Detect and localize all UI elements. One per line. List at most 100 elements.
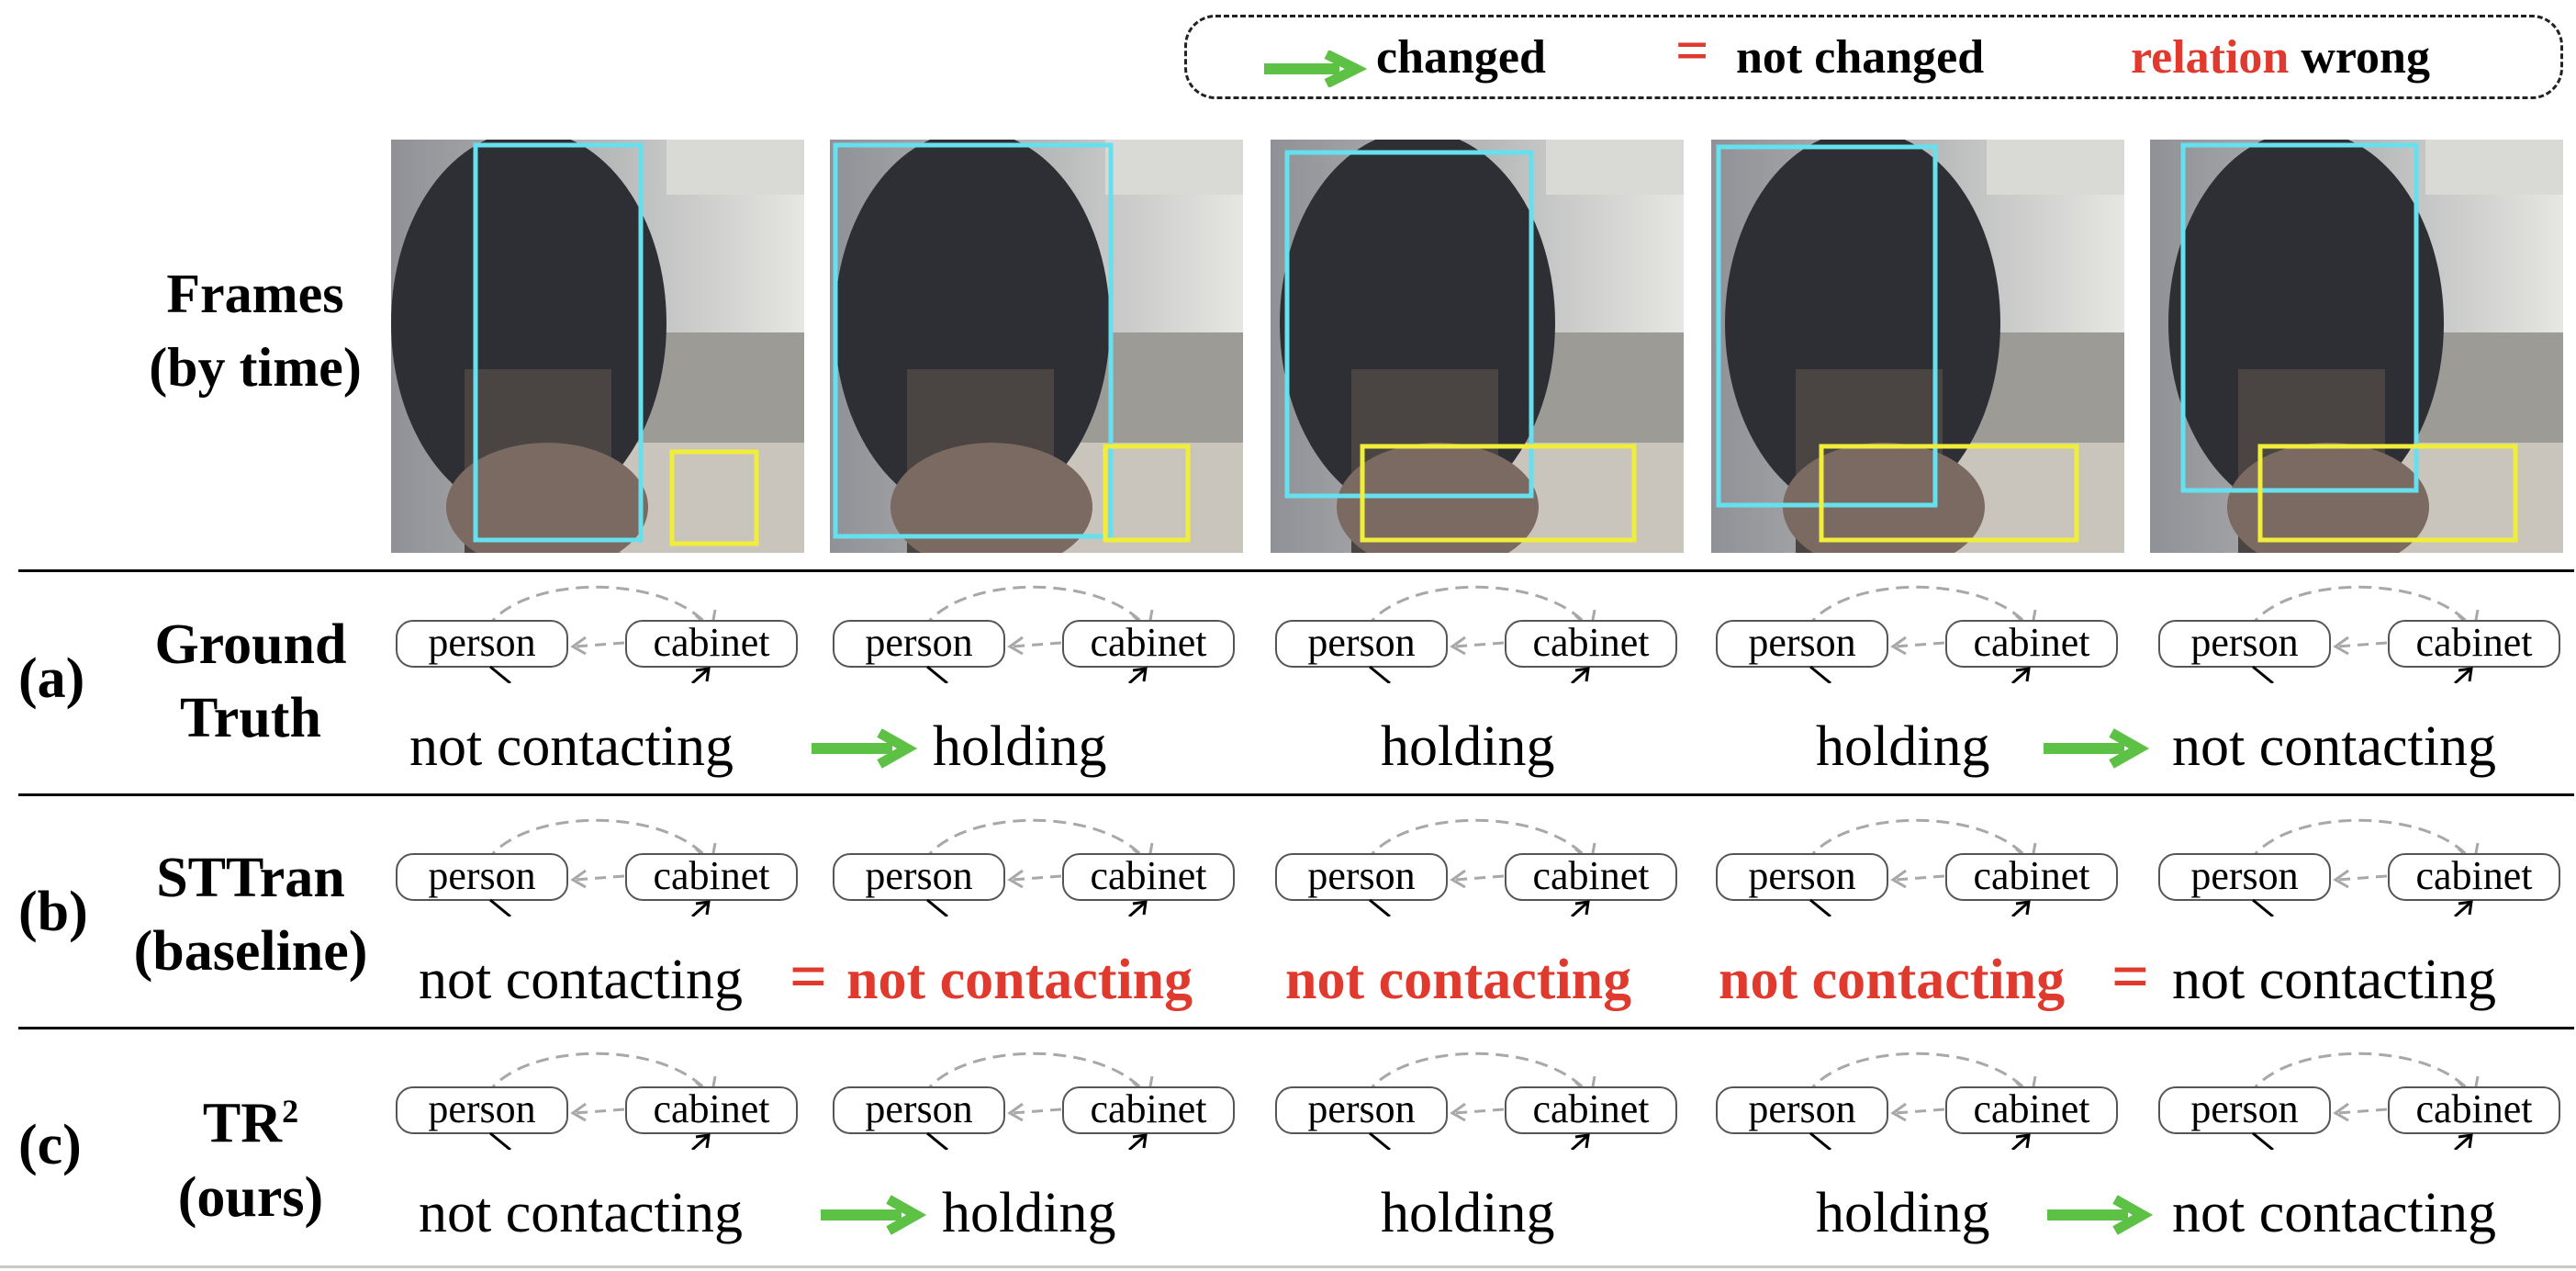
svg-text:person: person [2190, 620, 2298, 665]
legend-box: changed = not changed relation wrong [1184, 15, 2563, 99]
relation-label-2: holding [942, 1182, 1116, 1244]
cabinet-node: cabinet [2388, 1086, 2560, 1134]
svg-text:person: person [865, 620, 972, 665]
svg-text:person: person [2190, 853, 2298, 898]
not-changed-equals-icon: = [790, 939, 828, 1013]
legend-wrong-word: wrong [2301, 31, 2430, 84]
scene-graph-2-3: person cabinet [1716, 1052, 2118, 1150]
scene-graph-0-1: person cabinet [833, 585, 1235, 683]
relation-label-5: not contacting [2172, 715, 2496, 778]
changed-arrow-icon [821, 1195, 927, 1235]
row-letter-b: (b) [18, 881, 88, 943]
cabinet-node: cabinet [1945, 853, 2118, 901]
scene-graph-2-0: person cabinet [396, 1052, 798, 1150]
svg-text:cabinet: cabinet [1532, 620, 1649, 665]
relation-label-4: holding [1816, 1182, 1990, 1244]
person-node: person [833, 1086, 1005, 1134]
svg-text:cabinet: cabinet [1090, 620, 1206, 665]
row-label-superscript: 2 [282, 1093, 299, 1130]
person-bbox [833, 142, 1114, 539]
person-bbox [473, 142, 644, 543]
changed-arrow-icon [1264, 51, 1368, 87]
cabinet-node: cabinet [1505, 853, 1677, 901]
svg-text:person: person [865, 1086, 972, 1131]
person-node: person [2158, 853, 2331, 901]
person-node: person [1275, 620, 1448, 668]
legend-relation-wrong: relation wrong [2131, 30, 2430, 85]
scene-graph-1-3: person cabinet [1716, 818, 2118, 917]
person-bbox [1716, 144, 1938, 508]
row-letter-c: (c) [18, 1114, 82, 1176]
scene-graph-1-0: person cabinet [396, 818, 798, 917]
cabinet-node: cabinet [1062, 1086, 1235, 1134]
row-label-a: Ground Truth [99, 608, 402, 755]
svg-text:person: person [1307, 620, 1415, 665]
person-node: person [833, 853, 1005, 901]
changed-arrow-icon [2044, 728, 2150, 769]
person-node: person [1716, 853, 1888, 901]
svg-text:person: person [1307, 853, 1415, 898]
row-letter-a: (a) [18, 647, 85, 710]
relation-label-1: not contacting [419, 949, 743, 1011]
not-changed-equals-icon: = [2111, 939, 2150, 1013]
cabinet-node: cabinet [1945, 1086, 2118, 1134]
svg-text:person: person [1748, 853, 1855, 898]
divider-a [18, 793, 2574, 796]
svg-text:person: person [2190, 1086, 2298, 1131]
scene-graph-0-3: person cabinet [1716, 585, 2118, 683]
video-frame-1 [391, 140, 804, 553]
svg-text:person: person [428, 853, 535, 898]
svg-text:cabinet: cabinet [1973, 1086, 2089, 1131]
cabinet-bbox [1103, 444, 1191, 543]
cabinet-node: cabinet [625, 620, 798, 668]
divider-b [18, 1027, 2574, 1029]
scene-graph-1-1: person cabinet [833, 818, 1235, 917]
row-label-line1: Ground [154, 613, 347, 676]
changed-arrow-icon [2047, 1195, 2154, 1235]
cabinet-node: cabinet [625, 1086, 798, 1134]
scene-graph-2-1: person cabinet [833, 1052, 1235, 1150]
relation-label-2: holding [933, 715, 1107, 778]
video-frame-3 [1271, 140, 1684, 553]
cabinet-node: cabinet [1945, 620, 2118, 668]
video-frame-4 [1711, 140, 2124, 553]
scene-graph-0-2: person cabinet [1275, 585, 1677, 683]
relation-label-3: holding [1381, 1182, 1555, 1244]
relation-label-1: not contacting [419, 1182, 743, 1244]
row-label-line1: STTran [156, 847, 345, 909]
cabinet-node: cabinet [1505, 1086, 1677, 1134]
cabinet-node: cabinet [1062, 620, 1235, 668]
relation-label-3: holding [1381, 715, 1555, 778]
svg-text:cabinet: cabinet [653, 1086, 769, 1131]
scene-graph-0-0: person cabinet [396, 585, 798, 683]
video-frame-2 [830, 140, 1243, 553]
person-node: person [2158, 1086, 2331, 1134]
cabinet-node: cabinet [2388, 853, 2560, 901]
scene-graph-1-2: person cabinet [1275, 818, 1677, 917]
svg-text:cabinet: cabinet [1532, 853, 1649, 898]
svg-text:person: person [428, 1086, 535, 1131]
cabinet-node: cabinet [1505, 620, 1677, 668]
frames-label-line2: (by time) [149, 337, 362, 398]
relation-label-4: holding [1816, 715, 1990, 778]
legend-relation-word: relation [2131, 31, 2290, 84]
frames-label: Frames (by time) [127, 257, 384, 404]
row-label-line2: (baseline) [133, 920, 368, 983]
person-node: person [396, 620, 568, 668]
svg-text:person: person [865, 853, 972, 898]
svg-text:cabinet: cabinet [2415, 620, 2532, 665]
person-node: person [2158, 620, 2331, 668]
svg-text:cabinet: cabinet [653, 853, 769, 898]
person-node: person [1716, 1086, 1888, 1134]
cabinet-node: cabinet [625, 853, 798, 901]
scene-graph-2-2: person cabinet [1275, 1052, 1677, 1150]
svg-text:cabinet: cabinet [2415, 1086, 2532, 1131]
person-node: person [833, 620, 1005, 668]
row-label-line2: Truth [180, 687, 321, 749]
svg-text:cabinet: cabinet [653, 620, 769, 665]
cabinet-node: cabinet [2388, 620, 2560, 668]
row-label-b: STTran (baseline) [99, 841, 402, 988]
person-bbox [1284, 150, 1534, 499]
relation-label-1: not contacting [409, 715, 734, 778]
relation-label-4: not contacting [1719, 949, 2066, 1011]
